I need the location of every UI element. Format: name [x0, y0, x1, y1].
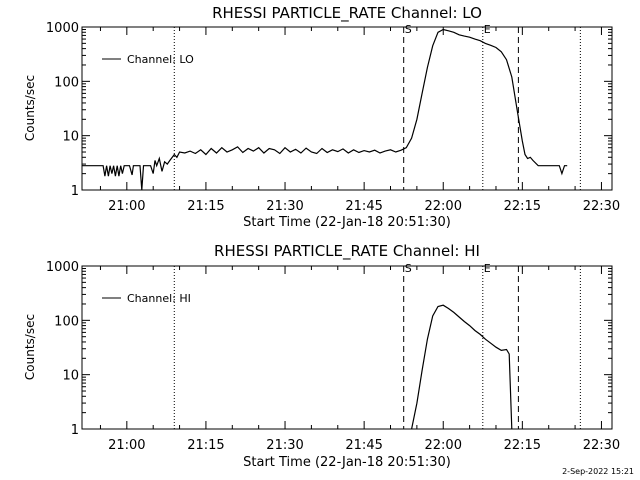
x-tick-label: 21:00	[108, 438, 145, 453]
panel-channel-hi: RHESSI PARTICLE_RATE Channel: HI Counts/…	[23, 242, 620, 470]
chart-title: RHESSI PARTICLE_RATE Channel: HI	[214, 242, 480, 261]
legend-label: Channel: HI	[127, 292, 191, 305]
plot-frame	[81, 265, 613, 430]
x-tick-label: 22:00	[425, 438, 462, 453]
x-tick-label: 21:30	[266, 438, 303, 453]
panel-channel-lo: RHESSI PARTICLE_RATE Channel: LO Counts/…	[23, 4, 620, 230]
legend-label: Channel: LO	[127, 53, 194, 66]
legend: Channel: LO	[102, 53, 194, 66]
plot-frame	[81, 26, 613, 191]
chart-title: RHESSI PARTICLE_RATE Channel: LO	[212, 4, 482, 23]
y-tick-label: 100	[54, 75, 79, 90]
y-axis-label: Counts/sec	[23, 75, 37, 141]
y-tick-label: 1000	[46, 260, 79, 275]
x-tick-label: 22:30	[583, 199, 620, 214]
y-tick-label: 1000	[46, 21, 79, 36]
x-tick-label: 21:00	[108, 199, 145, 214]
x-tick-label: 22:30	[583, 438, 620, 453]
x-tick-label: 22:15	[504, 199, 541, 214]
x-tick-label: 21:45	[345, 438, 382, 453]
x-tick-label: 22:15	[504, 438, 541, 453]
x-tick-label: 22:00	[425, 199, 462, 214]
marker-label: E	[484, 23, 491, 36]
x-tick-label: 21:45	[345, 199, 382, 214]
date-stamp: 2-Sep-2022 15:21	[562, 467, 634, 476]
y-tick-label: 10	[62, 130, 79, 145]
marker-label: S	[405, 262, 412, 275]
x-axis-label: Start Time (22-Jan-18 20:51:30)	[243, 455, 451, 470]
x-tick-label: 21:30	[266, 199, 303, 214]
marker-label: E	[484, 262, 491, 275]
x-tick-label: 21:15	[187, 199, 224, 214]
x-tick-label: 21:15	[187, 438, 224, 453]
y-tick-label: 1	[71, 184, 79, 199]
series-line	[82, 28, 568, 191]
x-axis-label: Start Time (22-Jan-18 20:51:30)	[243, 215, 451, 230]
y-tick-label: 10	[62, 369, 79, 384]
y-axis-label: Counts/sec	[23, 314, 37, 380]
legend: Channel: HI	[102, 292, 191, 305]
y-tick-label: 1	[71, 423, 79, 438]
series-line	[411, 304, 513, 430]
marker-label: S	[405, 23, 412, 36]
y-tick-label: 100	[54, 314, 79, 329]
